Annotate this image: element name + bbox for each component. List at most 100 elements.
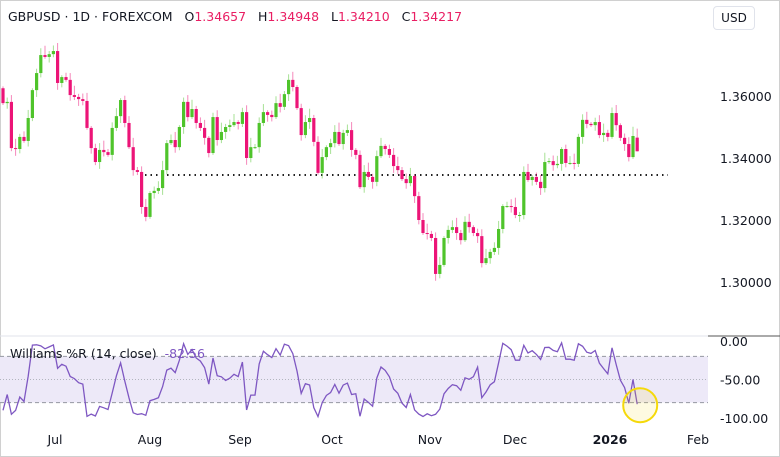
candle — [9, 95, 13, 152]
candle-body — [219, 131, 223, 141]
candle-body — [471, 227, 475, 234]
candle — [568, 156, 572, 165]
candle-body — [169, 140, 173, 144]
symbol-legend[interactable]: GBPUSD · 1D · FOREXCOM O1.34657 H1.34948… — [8, 9, 462, 24]
candle-body — [173, 140, 177, 148]
time-tick-label: Nov — [418, 432, 443, 447]
candle-body — [98, 149, 102, 163]
candle — [77, 93, 81, 106]
candle — [140, 166, 144, 214]
candle-body — [329, 143, 333, 148]
candle — [203, 119, 207, 145]
price-axis[interactable]: 1.36000 1.34000 1.32000 1.30000 — [720, 89, 772, 290]
candle-body — [455, 227, 459, 234]
candle-body — [387, 149, 391, 155]
candle-body — [593, 122, 597, 126]
candle-body — [182, 101, 186, 127]
candle-body — [203, 127, 207, 138]
candle-body — [354, 149, 358, 155]
candle — [51, 45, 55, 58]
candle — [152, 186, 156, 199]
candle-body — [308, 118, 312, 123]
candle — [572, 153, 576, 170]
candle — [198, 117, 202, 132]
candle-body — [119, 100, 123, 117]
candle — [110, 122, 114, 161]
candle — [455, 217, 459, 240]
time-tick-label: Oct — [321, 432, 343, 447]
candle — [467, 213, 471, 233]
candle — [81, 93, 85, 106]
candle-body — [47, 54, 51, 57]
candle-body — [362, 171, 366, 188]
candle — [119, 98, 123, 123]
candle-body — [56, 51, 60, 83]
candle — [576, 133, 580, 167]
candle — [581, 114, 585, 144]
candle-body — [165, 143, 169, 171]
price-tick-label: 1.36000 — [720, 89, 772, 104]
time-tick-label: 2026 — [593, 432, 628, 447]
candle-body — [156, 188, 160, 191]
time-axis[interactable]: Jul Aug Sep Oct Nov Dec 2026 Feb — [46, 432, 709, 447]
candle — [396, 156, 400, 175]
candle — [211, 112, 215, 155]
candle — [341, 129, 345, 150]
indicator-legend[interactable]: Williams %R (14, close) -82.56 — [10, 346, 205, 361]
candle — [585, 111, 589, 129]
candle — [177, 125, 181, 151]
candle-body — [610, 113, 614, 137]
candle-body — [408, 175, 412, 184]
time-tick-label: Dec — [503, 432, 527, 447]
candle — [156, 181, 160, 194]
open-label: O — [184, 9, 195, 24]
candle-body — [51, 51, 55, 55]
candle-body — [152, 190, 156, 194]
candle-body — [350, 130, 354, 150]
williams-r-band — [0, 355, 708, 404]
candle-body — [253, 147, 257, 149]
candle — [379, 137, 383, 158]
candle — [614, 104, 618, 131]
candle — [392, 148, 396, 173]
candle — [450, 220, 454, 234]
candle — [324, 145, 328, 161]
candle-body — [488, 251, 492, 259]
candle — [135, 166, 139, 176]
candle — [114, 108, 118, 132]
candle — [215, 110, 219, 146]
candle — [354, 148, 358, 160]
candle-body — [597, 122, 601, 136]
candle-body — [135, 170, 139, 172]
separator-dot: · — [94, 9, 102, 24]
candle — [471, 225, 475, 237]
candle-body — [341, 132, 345, 145]
currency-button[interactable]: USD — [713, 6, 755, 30]
candle-body — [576, 136, 580, 164]
candle-body — [501, 206, 505, 229]
candle — [98, 143, 102, 169]
candle — [18, 133, 22, 154]
low-value: 1.34210 — [337, 9, 390, 24]
candle — [299, 103, 303, 141]
candle-body — [257, 122, 261, 148]
candle-body — [14, 148, 18, 150]
candle — [358, 150, 362, 189]
close-label: C — [401, 9, 411, 24]
high-value: 1.34948 — [267, 9, 320, 24]
candle — [597, 115, 601, 139]
candle — [383, 144, 387, 155]
candle-body — [543, 162, 547, 189]
indicator-axis[interactable]: 0.00 -50.00 -100.00 — [720, 334, 768, 426]
candle — [623, 133, 627, 151]
open-value: 1.34657 — [194, 9, 247, 24]
candle-body — [459, 233, 463, 241]
candle — [635, 128, 639, 152]
candle — [417, 191, 421, 225]
candle — [492, 242, 496, 256]
candle — [316, 136, 320, 175]
candle-body — [131, 147, 135, 171]
candle-body — [240, 112, 244, 124]
candle — [236, 120, 240, 130]
